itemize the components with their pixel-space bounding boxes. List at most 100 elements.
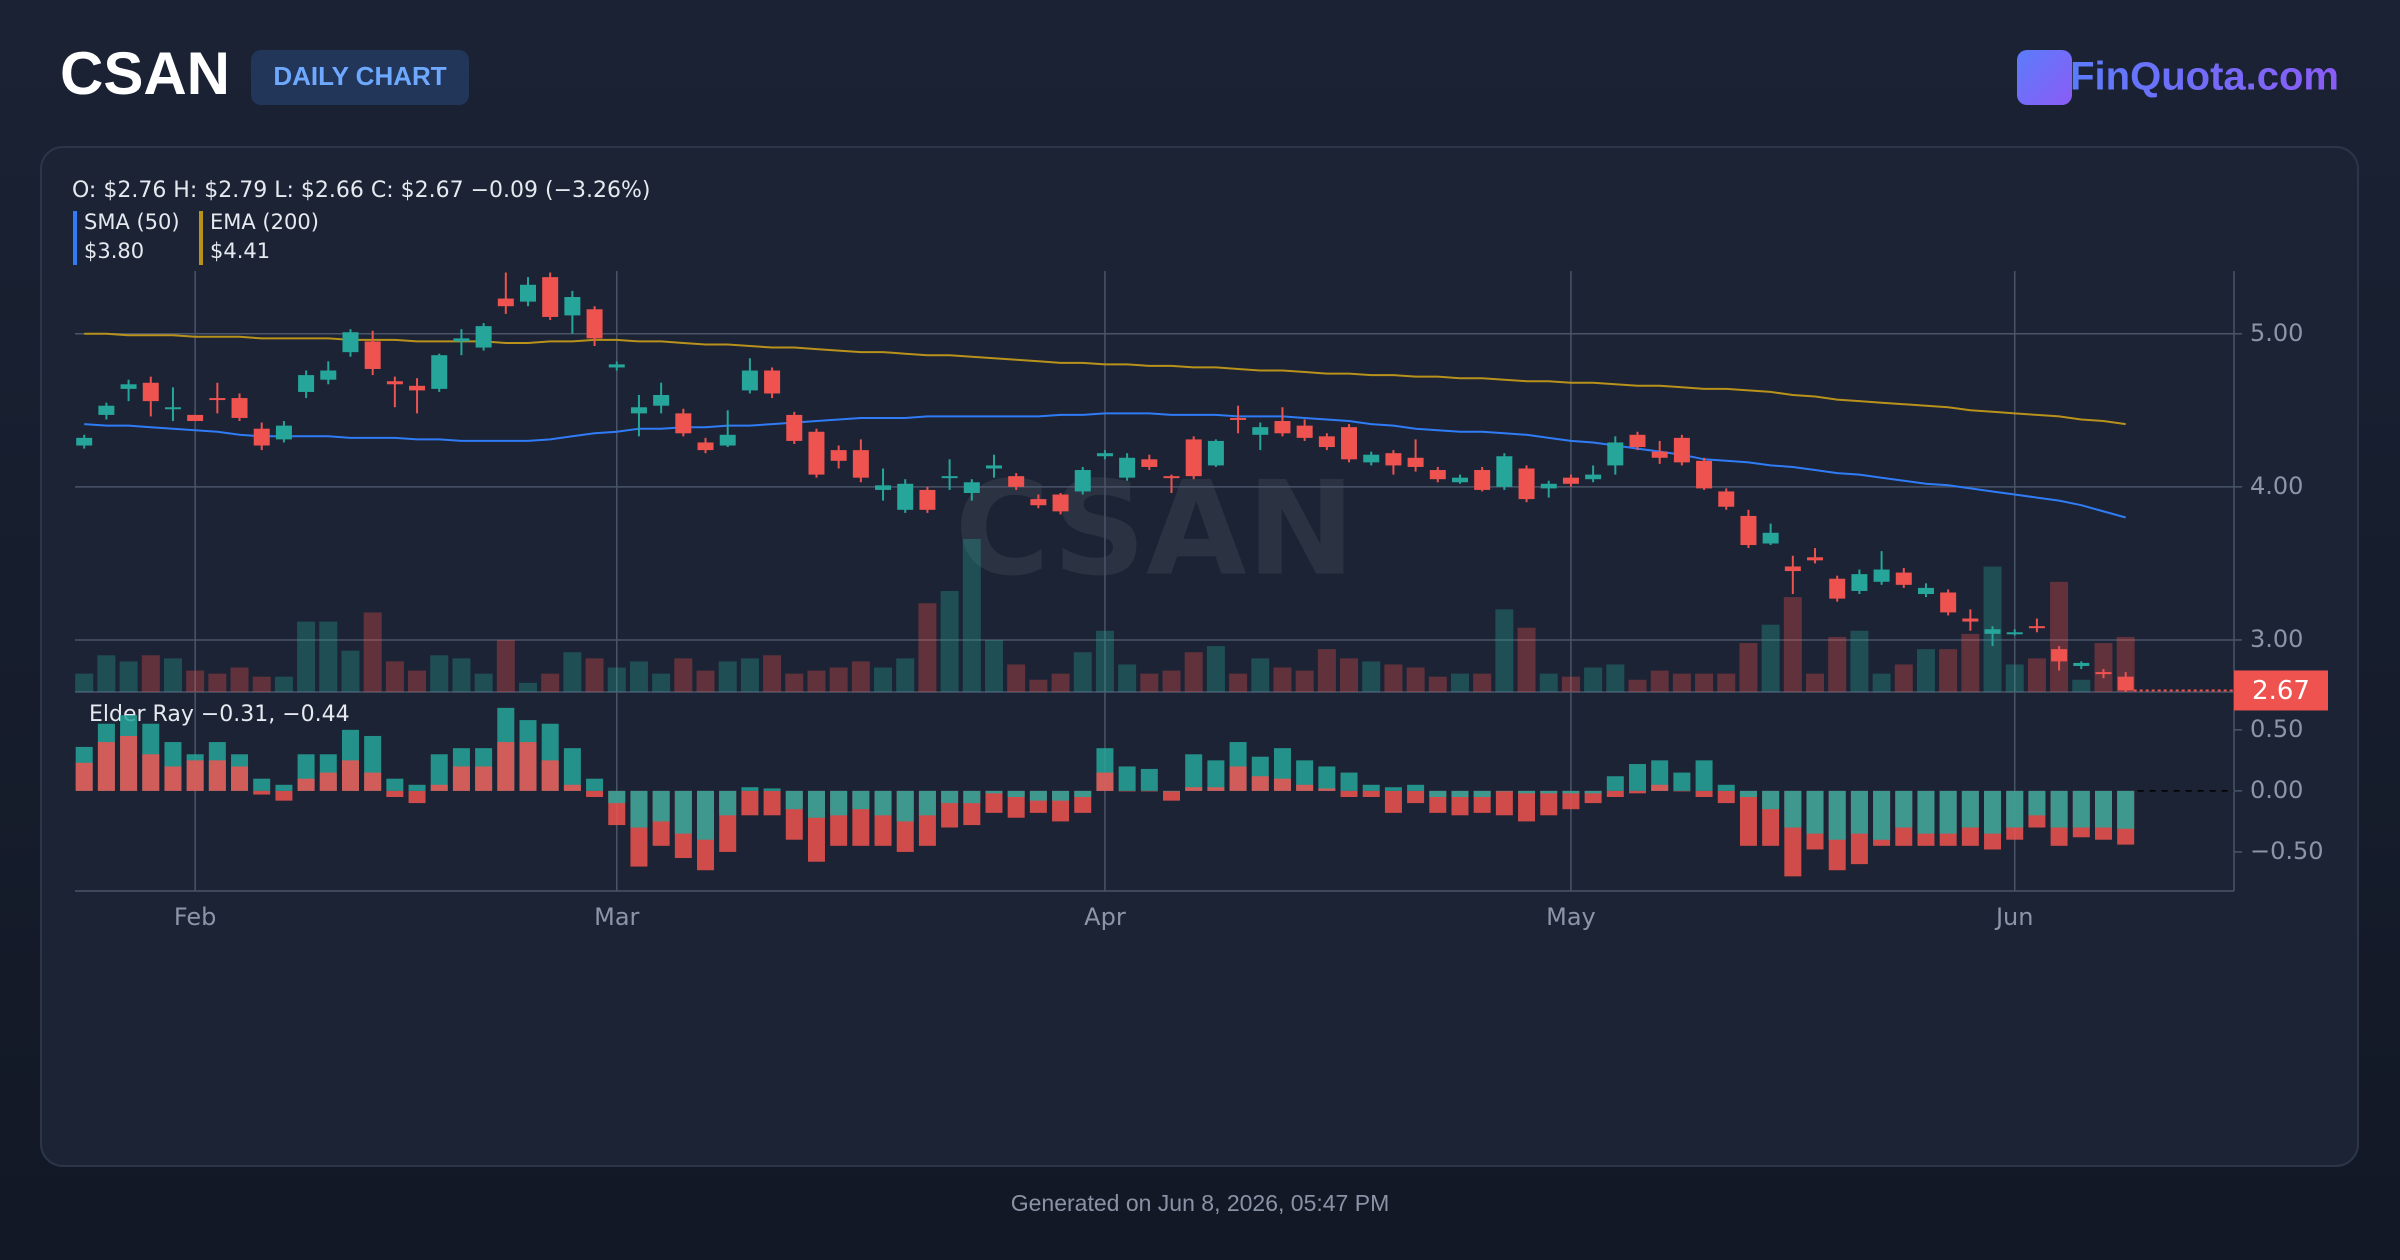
legend-value: $4.41 <box>210 239 270 263</box>
bear-power-bar <box>475 766 493 791</box>
candle-body <box>1429 470 1446 480</box>
candle-body <box>1385 453 1402 466</box>
volume-bar <box>1872 673 1891 692</box>
bull-power-bar <box>830 790 848 816</box>
candle-body <box>1807 557 1824 561</box>
bull-power-bar <box>2006 790 2024 828</box>
bull-power-bar <box>1850 790 1868 834</box>
candle-body <box>1518 468 1535 500</box>
volume-bar <box>1095 630 1114 692</box>
candle-body <box>542 277 559 317</box>
candle-body <box>1629 434 1646 448</box>
bull-power-bar <box>1895 790 1913 828</box>
bear-power-bar <box>1163 790 1181 801</box>
volume-bar <box>519 682 537 692</box>
bull-power-bar <box>1518 790 1536 794</box>
bull-power-bar <box>563 748 581 791</box>
bull-power-bar <box>1296 760 1314 791</box>
candle-body <box>1074 470 1091 492</box>
volume-bar <box>1384 664 1403 692</box>
bear-power-bar <box>341 760 359 791</box>
candle-body <box>630 407 647 414</box>
volume-bar <box>1961 633 1980 692</box>
y2-tick-label: 0.00 <box>2250 776 2303 804</box>
bull-power-bar <box>386 778 404 791</box>
volume-bar <box>230 667 249 692</box>
y2-tick-label: 0.50 <box>2250 715 2303 743</box>
volume-bar <box>1650 670 1669 692</box>
bear-power-bar <box>75 762 93 791</box>
candle-body <box>475 326 492 348</box>
last-price-tag <box>2234 670 2328 711</box>
candle-body <box>1562 477 1579 484</box>
volume-bar <box>474 673 493 692</box>
bull-power-bar <box>1695 760 1713 791</box>
candle-body <box>1207 440 1224 466</box>
watermark: CSAN <box>955 453 1356 605</box>
grid <box>75 271 2234 891</box>
bear-power-bar <box>1695 790 1713 797</box>
bull-power-bar <box>896 790 914 822</box>
candle-body <box>719 434 736 446</box>
candle-body <box>120 384 137 389</box>
bear-power-bar <box>253 790 271 795</box>
bull-power-bar <box>697 790 715 840</box>
volume-bar <box>1894 664 1913 692</box>
bull-power-bar <box>1939 790 1957 834</box>
candle-body <box>2051 649 2068 662</box>
bull-power-bar <box>586 778 604 791</box>
bear-power-bar <box>1717 790 1735 804</box>
candle-body <box>1451 477 1468 483</box>
volume-bar <box>718 661 737 692</box>
volume-bar <box>2094 643 2113 692</box>
candle-body <box>786 414 803 441</box>
volume-bar <box>1051 673 1070 692</box>
volume-bar <box>208 673 227 692</box>
bull-power-bar <box>1407 784 1425 791</box>
footer: Generated on Jun 8, 2026, 05:47 PM <box>1011 1190 1390 1216</box>
bull-power-bar <box>630 790 648 828</box>
bear-power-bar <box>386 790 404 797</box>
bear-power-bar <box>1651 784 1669 791</box>
candle-body <box>1185 439 1202 477</box>
bull-power-bar <box>1451 790 1469 797</box>
bear-power-bar <box>519 742 537 791</box>
bull-power-bar <box>1673 772 1691 791</box>
candle-body <box>298 375 315 392</box>
bull-power-bar <box>1606 776 1624 791</box>
bear-power-bar <box>275 790 293 801</box>
bull-power-bar <box>1828 790 1846 840</box>
volume-bar <box>674 658 693 692</box>
volume-bar <box>807 670 826 692</box>
bear-power-bar <box>1495 790 1513 816</box>
bear-power-bar <box>408 790 426 804</box>
candle-body <box>1740 515 1757 546</box>
x-tick-label: Jun <box>1994 903 2034 931</box>
candle-body <box>675 413 692 434</box>
volume-bar <box>585 658 604 692</box>
bull-power-bar <box>941 790 959 804</box>
volume-bar <box>1029 679 1048 692</box>
bear-power-bar <box>1007 790 1025 818</box>
candle-body <box>1829 578 1846 599</box>
bear-power-bar <box>1185 787 1203 791</box>
legend-name: SMA (50) <box>84 210 180 234</box>
candle-body <box>320 370 337 380</box>
y-tick-label: 5.00 <box>2250 319 2303 347</box>
bull-power-bar <box>1717 784 1735 791</box>
bear-power-bar <box>120 735 138 791</box>
bear-power-bar <box>1251 776 1269 791</box>
candle-body <box>1651 451 1668 458</box>
volume-bar <box>252 676 271 692</box>
candle-body <box>985 465 1002 469</box>
bull-power-bar <box>2094 790 2112 828</box>
bull-power-bar <box>1806 790 1824 834</box>
volume-bar <box>740 658 759 692</box>
brand-name: FinQuota.com <box>2070 55 2339 99</box>
bull-power-bar <box>1961 790 1979 828</box>
volume-bar <box>1073 652 1092 692</box>
candle-body <box>1762 532 1779 544</box>
volume-bar <box>1695 673 1714 692</box>
bull-power-bar <box>1540 790 1558 794</box>
bear-power-bar <box>1606 790 1624 797</box>
